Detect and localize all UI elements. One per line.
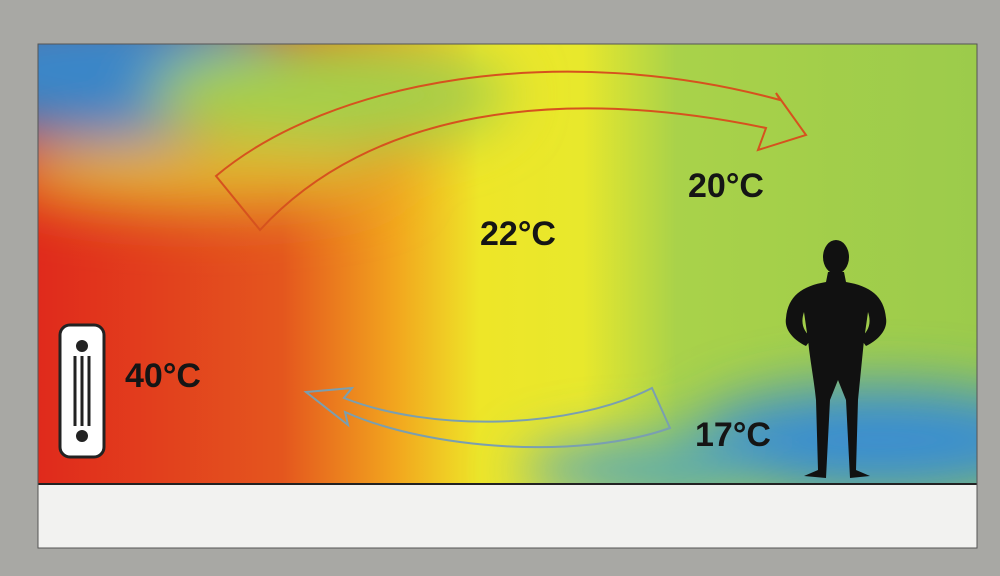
- temperature-label: 20°C: [688, 167, 764, 205]
- radiator: [60, 325, 104, 457]
- warm-zone: [0, 140, 400, 210]
- temperature-label: 22°C: [480, 215, 556, 253]
- floor: [38, 484, 977, 548]
- heat-diagram: 40°C 22°C 20°C 17°C: [0, 0, 1000, 576]
- mild-zone: [150, 40, 510, 150]
- page: 40°C 22°C 20°C 17°C (() => { const data …: [0, 0, 1000, 576]
- temperature-label: 17°C: [695, 416, 771, 454]
- temperature-label: 40°C: [125, 357, 201, 395]
